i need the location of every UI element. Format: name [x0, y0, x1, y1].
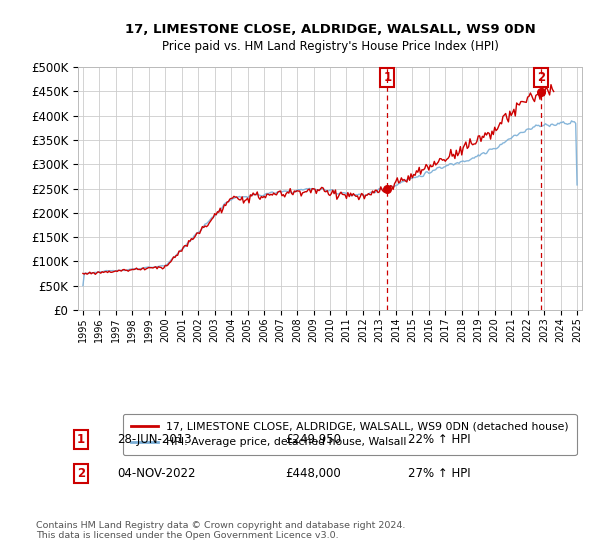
Text: 28-JUN-2013: 28-JUN-2013 [117, 433, 191, 446]
Text: 04-NOV-2022: 04-NOV-2022 [117, 466, 196, 480]
Text: 1: 1 [383, 71, 392, 85]
Text: 2: 2 [538, 71, 545, 85]
Text: 17, LIMESTONE CLOSE, ALDRIDGE, WALSALL, WS9 0DN: 17, LIMESTONE CLOSE, ALDRIDGE, WALSALL, … [125, 24, 535, 36]
Text: £249,950: £249,950 [285, 433, 341, 446]
Text: Price paid vs. HM Land Registry's House Price Index (HPI): Price paid vs. HM Land Registry's House … [161, 40, 499, 53]
Text: 27% ↑ HPI: 27% ↑ HPI [408, 466, 470, 480]
Text: £448,000: £448,000 [285, 466, 341, 480]
Text: 2: 2 [77, 466, 85, 480]
Legend: 17, LIMESTONE CLOSE, ALDRIDGE, WALSALL, WS9 0DN (detached house), HPI: Average p: 17, LIMESTONE CLOSE, ALDRIDGE, WALSALL, … [123, 414, 577, 455]
Text: Contains HM Land Registry data © Crown copyright and database right 2024.
This d: Contains HM Land Registry data © Crown c… [36, 521, 406, 540]
Text: 22% ↑ HPI: 22% ↑ HPI [408, 433, 470, 446]
Text: 1: 1 [77, 433, 85, 446]
